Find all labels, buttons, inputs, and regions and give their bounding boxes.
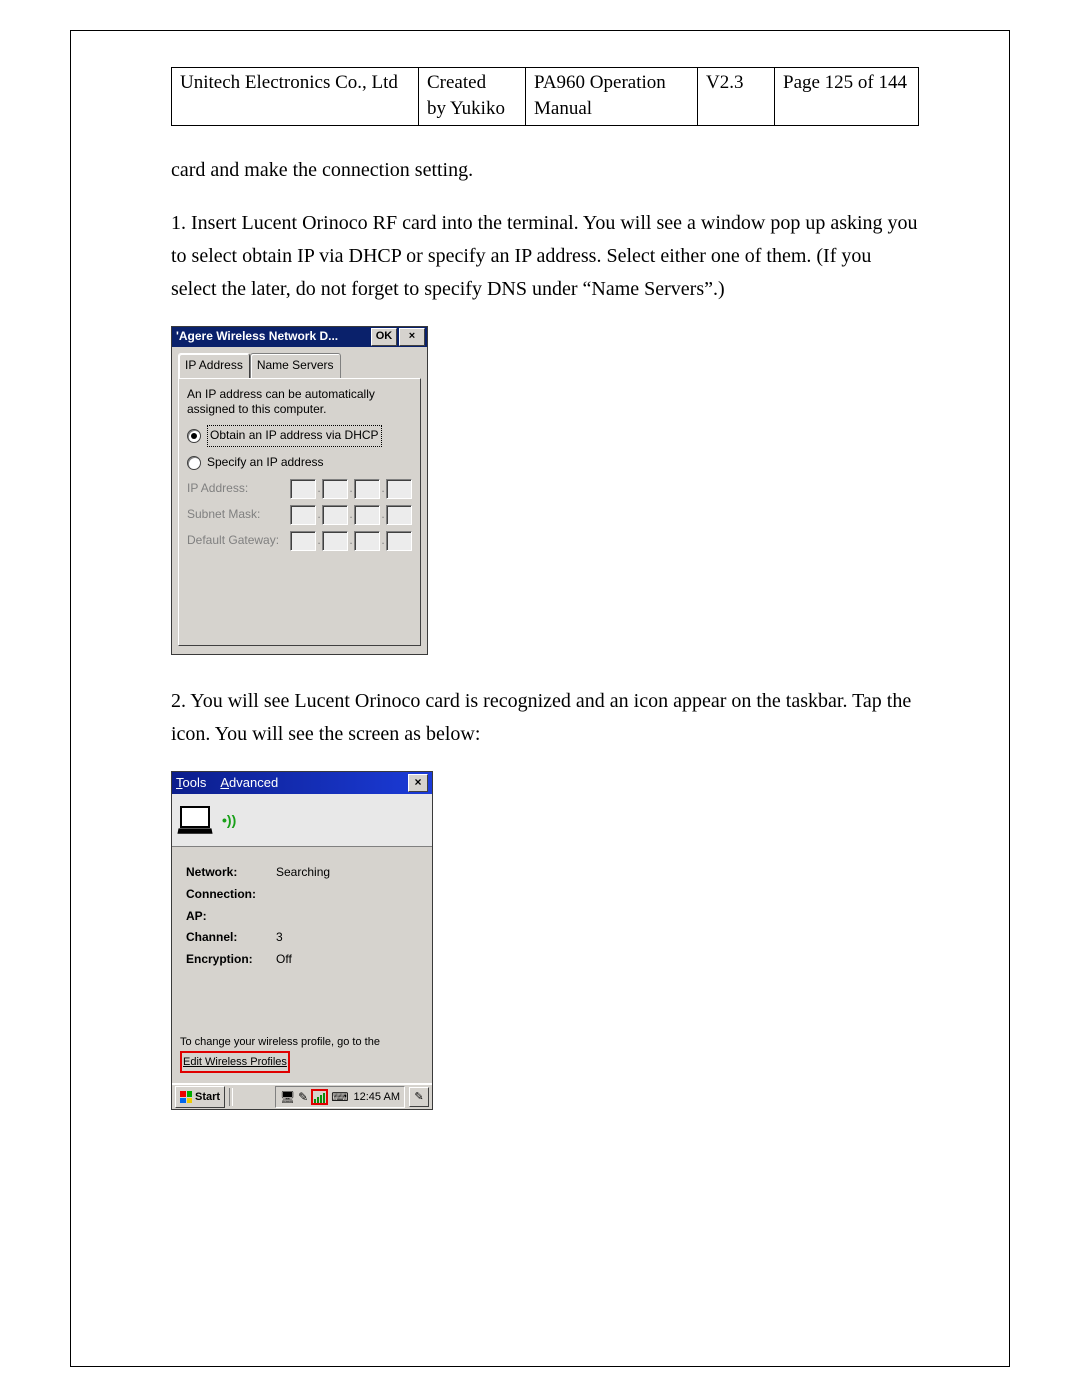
ok-button[interactable]: OK [371, 328, 397, 346]
edit-profiles-link[interactable]: Edit Wireless Profiles [183, 1056, 287, 1068]
header-doc-l1: PA960 Operation [534, 72, 666, 93]
value-encryption: Off [276, 950, 292, 970]
taskbar-divider [229, 1088, 233, 1106]
laptop-icon [178, 806, 212, 834]
taskbar-corner-button[interactable]: ✎ [409, 1087, 429, 1107]
paragraph-0: card and make the connection setting. [171, 154, 919, 187]
value-network: Searching [276, 863, 330, 883]
start-label: Start [195, 1088, 220, 1106]
paragraph-1: 1. Insert Lucent Orinoco RF card into th… [171, 207, 919, 306]
dialog-titlebar: 'Agere Wireless Network D... OK × [172, 327, 427, 347]
edit-profiles-highlight: Edit Wireless Profiles [180, 1051, 290, 1073]
hint-line: To change your wireless profile, go to t… [180, 1036, 380, 1048]
tray-pen-icon[interactable]: ✎ [298, 1091, 308, 1103]
signal-icon: •)) [222, 809, 236, 832]
start-button[interactable]: Start [175, 1086, 225, 1108]
input-ip[interactable]: ... [290, 479, 412, 499]
windows-flag-icon [180, 1091, 192, 1103]
tray-desktop-icon[interactable]: 🖥 [280, 1091, 295, 1103]
header-doc-l2: Manual [534, 98, 592, 119]
header-created: Created by Yukiko [419, 68, 526, 126]
menu-bar: Tools Advanced × [172, 772, 432, 794]
menu-advanced[interactable]: Advanced [220, 772, 278, 793]
label-ap: AP: [186, 907, 276, 927]
header-version: V2.3 [698, 68, 775, 126]
close-button-2[interactable]: × [408, 774, 428, 792]
header-company: Unitech Electronics Co., Ltd [172, 68, 419, 126]
tab-ip-address[interactable]: IP Address [178, 353, 250, 378]
header-docname: PA960 Operation Manual [526, 68, 698, 126]
label-connection: Connection: [186, 885, 276, 905]
radio-specify-label[interactable]: Specify an IP address [207, 453, 324, 473]
tray-signal-highlight [311, 1089, 328, 1105]
taskbar-clock: 12:45 AM [354, 1088, 400, 1106]
radio-dhcp-label[interactable]: Obtain an IP address via DHCP [207, 425, 382, 447]
screenshot-wireless-status: Tools Advanced × •)) Network:Searching C… [171, 771, 433, 1110]
close-button[interactable]: × [399, 328, 425, 346]
tray-keyboard-icon[interactable]: ⌨ [331, 1091, 348, 1103]
taskbar: Start 🖥 ✎ ⌨ 12:45 AM ✎ [172, 1083, 432, 1109]
hint-text: To change your wireless profile, go to t… [172, 1029, 432, 1083]
header-page: Page 125 of 144 [775, 68, 919, 126]
signal-bars-icon[interactable] [314, 1091, 325, 1103]
doc-header-table: Unitech Electronics Co., Ltd Created by … [171, 67, 919, 126]
label-encryption: Encryption: [186, 950, 276, 970]
tab-name-servers[interactable]: Name Servers [250, 353, 341, 378]
menu-tools[interactable]: Tools [176, 772, 206, 793]
input-gateway[interactable]: ... [290, 531, 412, 551]
label-gateway: Default Gateway: [187, 531, 290, 551]
dialog-title: 'Agere Wireless Network D... [176, 327, 369, 347]
value-channel: 3 [276, 928, 283, 948]
header-created-l2: by Yukiko [427, 98, 505, 119]
radio-specify[interactable] [187, 456, 201, 470]
label-ip: IP Address: [187, 479, 290, 499]
paragraph-2: 2. You will see Lucent Orinoco card is r… [171, 685, 919, 751]
label-mask: Subnet Mask: [187, 505, 290, 525]
system-tray: 🖥 ✎ ⌨ 12:45 AM [275, 1086, 405, 1108]
screenshot-ip-dialog: 'Agere Wireless Network D... OK × IP Add… [171, 326, 428, 655]
label-network: Network: [186, 863, 276, 883]
input-mask[interactable]: ... [290, 505, 412, 525]
label-channel: Channel: [186, 928, 276, 948]
dialog-message: An IP address can be automatically assig… [187, 387, 412, 417]
radio-dhcp[interactable] [187, 429, 201, 443]
header-created-l1: Created [427, 72, 486, 93]
